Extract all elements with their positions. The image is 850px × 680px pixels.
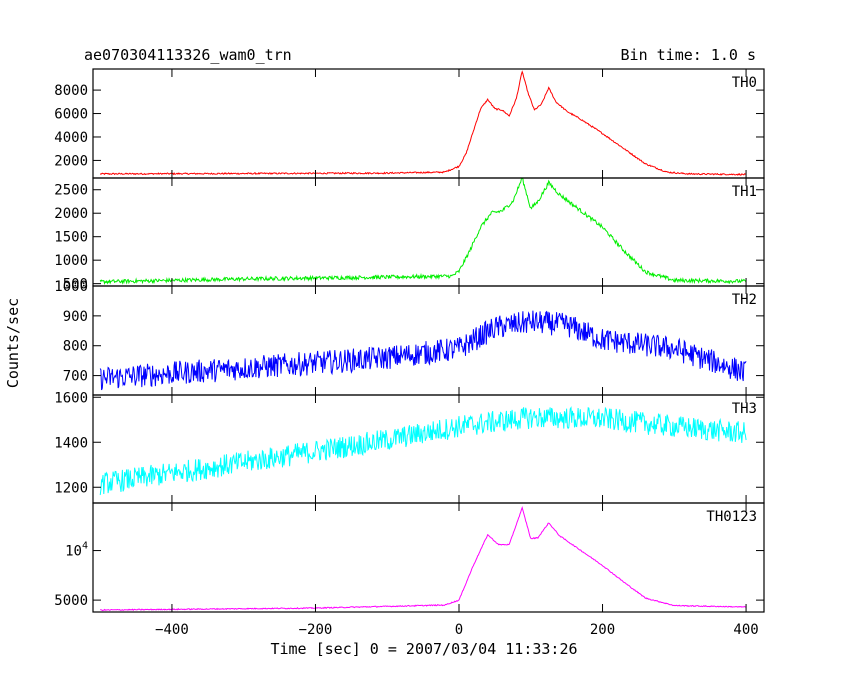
- series-line-th2: [99, 310, 747, 391]
- panel-th0: 2000 4000 6000 8000 TH0: [54, 68, 765, 179]
- x-tick-label: 0: [455, 622, 463, 638]
- panel-frame: [92, 394, 765, 504]
- x-axis: −400 −200 0 200 400: [155, 622, 759, 638]
- y-tick-label: 1200: [54, 480, 88, 496]
- y-tick-label: 1000: [54, 279, 88, 295]
- panel-th0123: 5000 104 TH0123: [54, 502, 765, 613]
- y-tick-label: 700: [63, 369, 88, 385]
- y-axis-label: Counts/sec: [4, 298, 22, 388]
- x-tick-label: −200: [299, 622, 333, 638]
- panel-th3: 1200 1400 1600 TH3: [54, 390, 765, 504]
- y-tick-label: 2000: [54, 206, 88, 222]
- y-tick-label: 900: [63, 309, 88, 325]
- bin-time-label: Bin time: 1.0 s: [620, 46, 756, 64]
- y-tick-label: 8000: [54, 83, 88, 99]
- series-line-th0: [99, 70, 747, 176]
- panel-label-th0: TH0: [732, 75, 757, 91]
- panel-frame: [92, 502, 765, 613]
- y-tick-label: 500: [63, 277, 88, 293]
- y-tick-label: 1400: [54, 435, 88, 451]
- panel-label-th0123: TH0123: [706, 509, 757, 525]
- series-line-th3: [99, 406, 747, 496]
- y-tick-label: 104: [65, 541, 88, 560]
- y-tick-label-exponent: 4: [82, 541, 88, 552]
- x-axis-label: Time [sec] 0 = 2007/03/04 11:33:26: [270, 640, 577, 658]
- panel-frame: [92, 68, 765, 179]
- y-tick-label: 2500: [54, 183, 88, 199]
- panel-frame: [92, 177, 765, 287]
- x-tick-label: −400: [155, 622, 189, 638]
- y-tick-label: 4000: [54, 130, 88, 146]
- panel-label-th1: TH1: [732, 184, 757, 200]
- panel-label-th2: TH2: [732, 292, 757, 308]
- series-line-th1: [99, 177, 747, 285]
- chart-title: ae070304113326_wam0_trn: [84, 46, 292, 64]
- y-tick-label: 800: [63, 339, 88, 355]
- y-tick-label: 6000: [54, 107, 88, 123]
- y-tick-label: 5000: [54, 593, 88, 609]
- panel-label-th3: TH3: [732, 401, 757, 417]
- x-tick-label: 200: [590, 622, 615, 638]
- x-tick-label: 400: [733, 622, 758, 638]
- panel-th2: 700 800 900 1000 TH2: [54, 279, 765, 396]
- y-tick-label: 2000: [54, 153, 88, 169]
- y-tick-label: 1000: [54, 253, 88, 269]
- series-line-th0123: [100, 505, 747, 612]
- y-tick-label: 1600: [54, 390, 88, 406]
- y-tick-label: 1500: [54, 230, 88, 246]
